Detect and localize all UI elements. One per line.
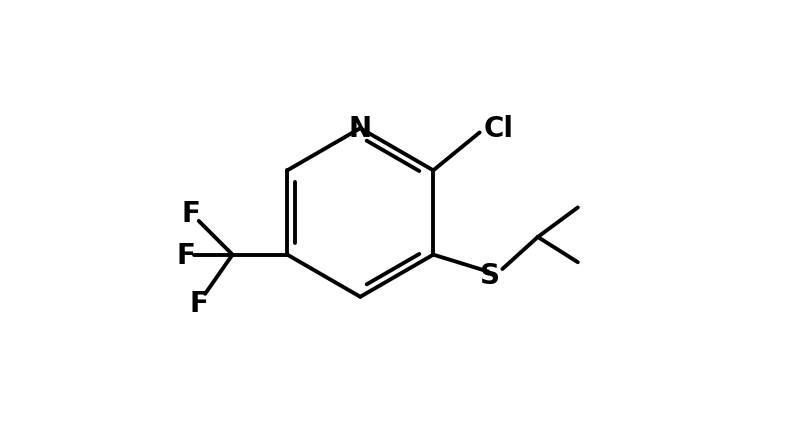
Text: F: F (177, 241, 195, 269)
Text: N: N (349, 115, 372, 143)
Text: Cl: Cl (484, 115, 514, 143)
Text: F: F (182, 200, 201, 228)
Text: S: S (480, 261, 500, 289)
Text: F: F (189, 289, 208, 317)
